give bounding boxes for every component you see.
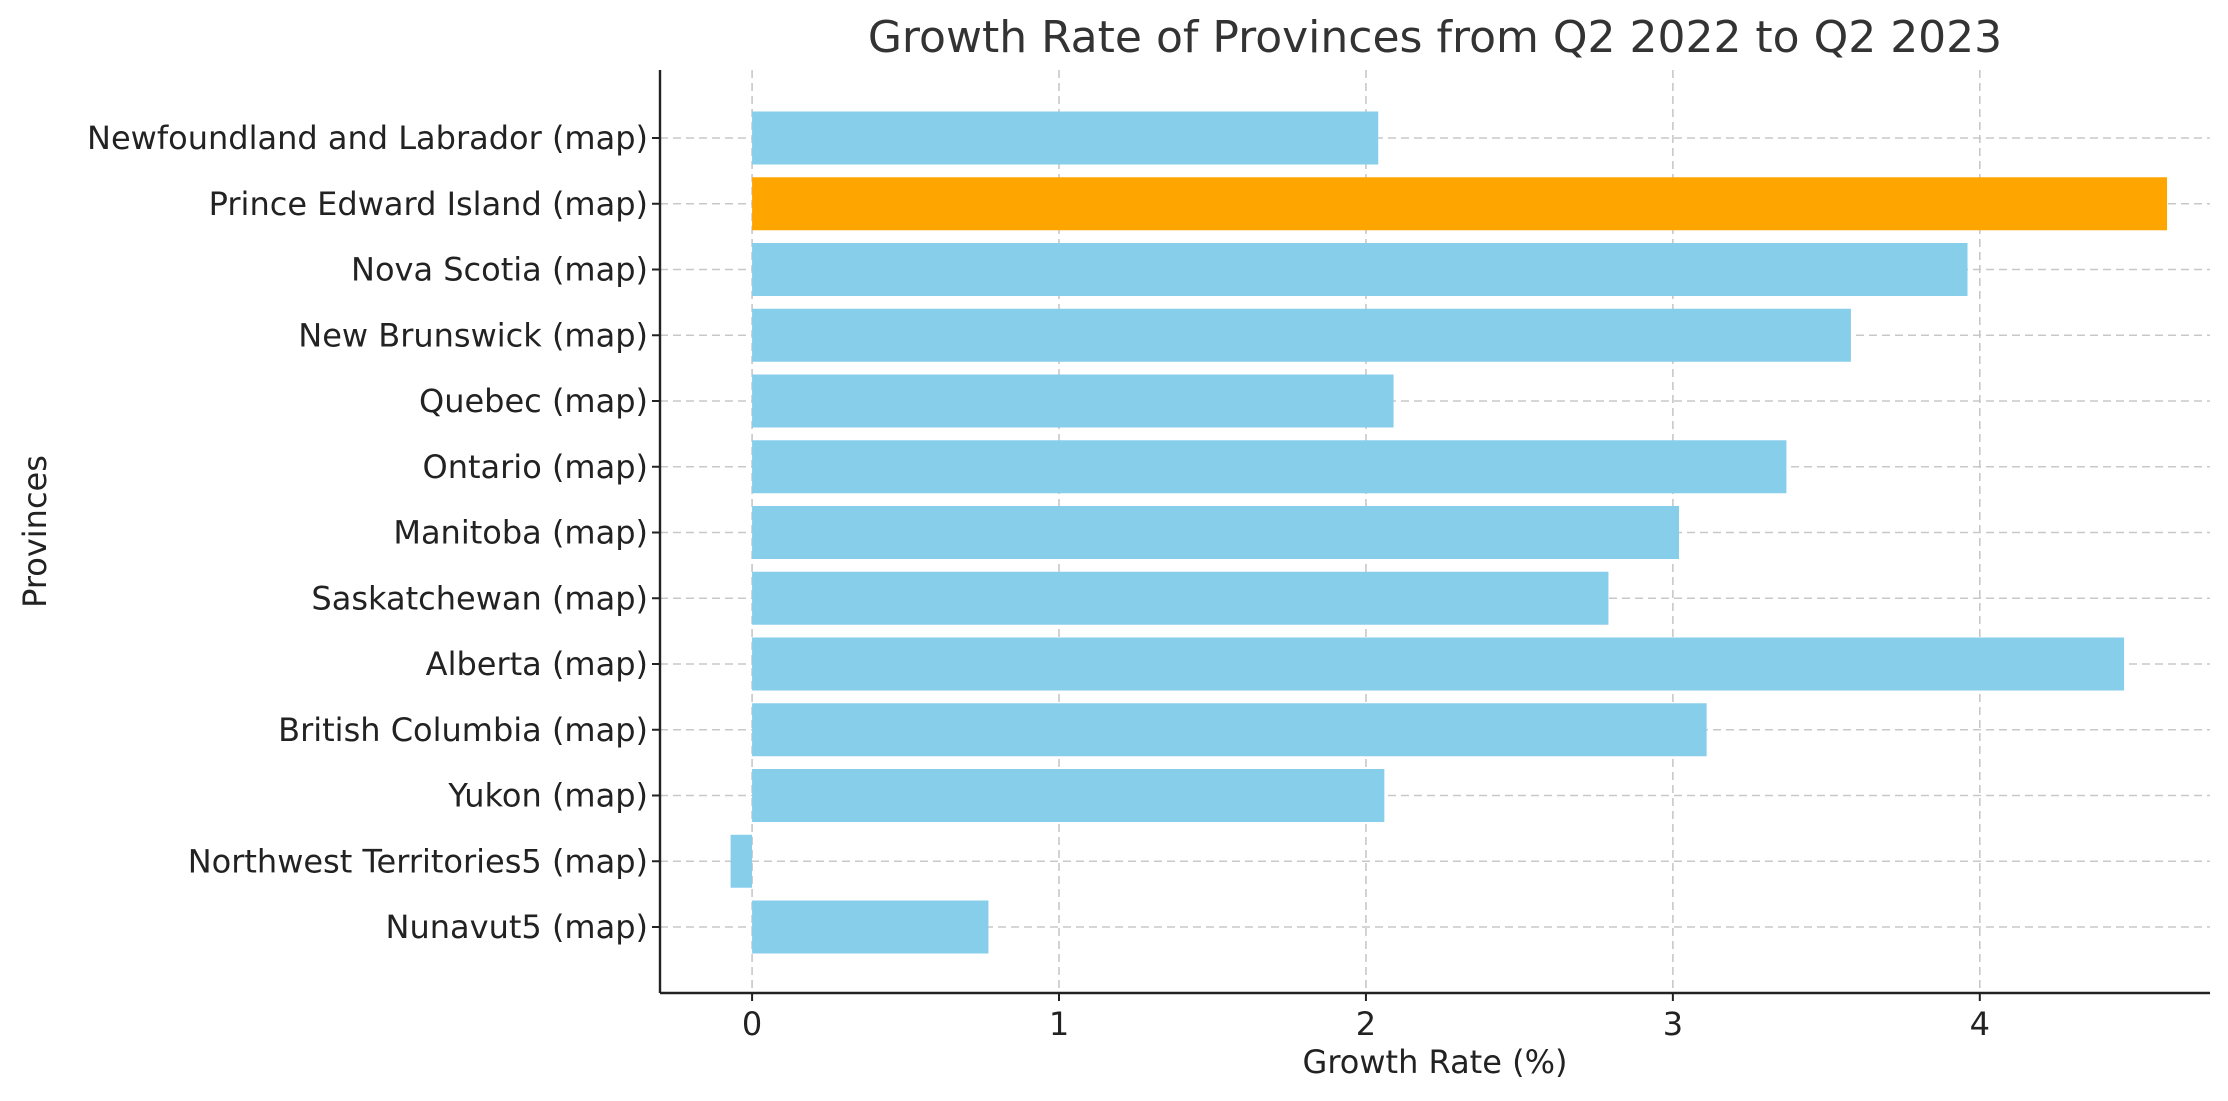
y-tick-label: Newfoundland and Labrador (map): [87, 119, 648, 157]
y-axis-title: Provinces: [16, 455, 54, 608]
bar: [752, 703, 1707, 757]
x-tick-label: 2: [1356, 1005, 1376, 1043]
x-axis-title: Growth Rate (%): [1303, 1043, 1568, 1081]
bar: [752, 637, 2125, 691]
tick-labels: 0 1 2 3 4 Newfoundland and Labrador (map) Prin…: [87, 119, 1990, 1043]
x-tick-label: 4: [1970, 1005, 1990, 1043]
bar: [752, 308, 1851, 362]
y-tick-label: Quebec (map): [419, 382, 648, 420]
x-tick-label: 3: [1663, 1005, 1683, 1043]
bar: [752, 769, 1385, 822]
bar: [752, 374, 1394, 428]
bar: [752, 900, 989, 954]
y-tick-label: Nunavut5 (map): [386, 908, 648, 946]
y-tick-label: Yukon (map): [447, 777, 648, 815]
y-tick-label: Northwest Territories5 (map): [188, 842, 648, 880]
bar: [752, 177, 2168, 231]
bar: [730, 834, 753, 888]
y-tick-label: Ontario (map): [423, 448, 648, 486]
chart-title: Growth Rate of Provinces from Q2 2022 to…: [868, 12, 2002, 63]
y-tick-label: Prince Edward Island (map): [209, 185, 648, 223]
x-tick-label: 1: [1049, 1005, 1069, 1043]
y-tick-label: Saskatchewan (map): [311, 579, 648, 617]
y-tick-label: British Columbia (map): [278, 711, 648, 749]
y-tick-label: Nova Scotia (map): [351, 251, 648, 289]
y-tick-label: Alberta (map): [426, 645, 648, 683]
bars: [730, 111, 2168, 954]
x-tick-label: 0: [742, 1005, 762, 1043]
bar: [752, 571, 1609, 625]
bar: [752, 243, 1968, 296]
bar: [752, 111, 1379, 165]
bar: [752, 440, 1787, 494]
y-tick-label: New Brunswick (map): [298, 316, 648, 354]
y-tick-label: Manitoba (map): [393, 514, 648, 552]
bar: [752, 506, 1680, 559]
